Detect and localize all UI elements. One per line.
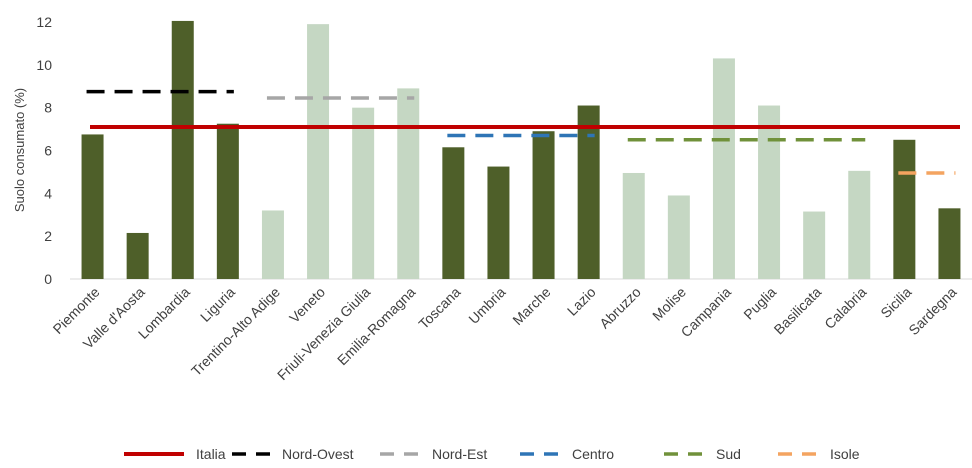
bar-abruzzo: [622, 172, 645, 279]
legend-label-italia: Italia: [196, 446, 226, 462]
bar-emilia-romagna: [397, 88, 420, 280]
x-tick-label: Molise: [649, 284, 689, 324]
x-tick-label: Calabria: [821, 284, 869, 332]
bar-lombardia: [171, 20, 194, 279]
x-tick-label: Liguria: [197, 284, 238, 325]
legend-label-nord-ovest: Nord-Ovest: [282, 446, 354, 462]
bar-campania: [712, 58, 735, 280]
legend: Italia Nord-Ovest Nord-Est Centro Sud Isole: [124, 446, 860, 462]
x-tick-label: Toscana: [415, 284, 463, 332]
x-tick-label: Basilicata: [771, 284, 825, 338]
y-tick-label: 8: [44, 100, 52, 116]
x-tick-label: Umbria: [465, 284, 508, 327]
bar-molise: [667, 195, 690, 279]
y-tick-label: 2: [44, 228, 52, 244]
bars: [81, 20, 961, 280]
y-tick-label: 4: [44, 185, 52, 201]
bar-sardegna: [938, 208, 961, 279]
legend-label-centro: Centro: [572, 446, 614, 462]
x-tick-label: Trentino-Alto Adige: [188, 284, 283, 379]
bar-friuli-venezia-giulia: [352, 107, 375, 280]
bar-sicilia: [893, 139, 916, 279]
y-tick-label: 10: [36, 57, 52, 73]
bar-marche: [532, 131, 555, 279]
x-tick-label: Sicilia: [877, 284, 914, 321]
bar-basilicata: [803, 211, 826, 279]
x-tick-label: Lazio: [564, 284, 599, 319]
x-tick-label: Abruzzo: [596, 284, 644, 332]
x-tick-label: Emilia-Romagna: [334, 284, 419, 369]
bar-umbria: [487, 166, 510, 279]
y-tick-label: 6: [44, 143, 52, 159]
bar-toscana: [442, 147, 465, 279]
legend-label-isole: Isole: [830, 446, 860, 462]
y-axis-ticks: 0 2 4 6 8 10 12: [36, 14, 52, 287]
x-tick-label: Veneto: [286, 284, 328, 326]
bar-piemonte: [81, 134, 104, 279]
x-tick-label: Marche: [509, 284, 553, 328]
bar-valle-d-aosta: [126, 232, 149, 279]
bar-trentino-alto-adige: [261, 210, 284, 279]
y-tick-label: 12: [36, 14, 52, 30]
bar-lazio: [577, 105, 600, 280]
y-axis-label: Suolo consumato (%): [12, 88, 27, 212]
x-tick-label: Campania: [678, 284, 735, 341]
bar-puglia: [758, 105, 781, 280]
bar-veneto: [307, 24, 330, 280]
legend-label-sud: Sud: [716, 446, 741, 462]
bar-calabria: [848, 170, 871, 279]
x-tick-label: Sardegna: [905, 284, 959, 338]
bar-liguria: [216, 123, 239, 280]
y-tick-label: 0: [44, 271, 52, 287]
legend-label-nord-est: Nord-Est: [432, 446, 487, 462]
reference-lines: [86, 89, 960, 175]
x-tick-label: Puglia: [740, 284, 779, 323]
